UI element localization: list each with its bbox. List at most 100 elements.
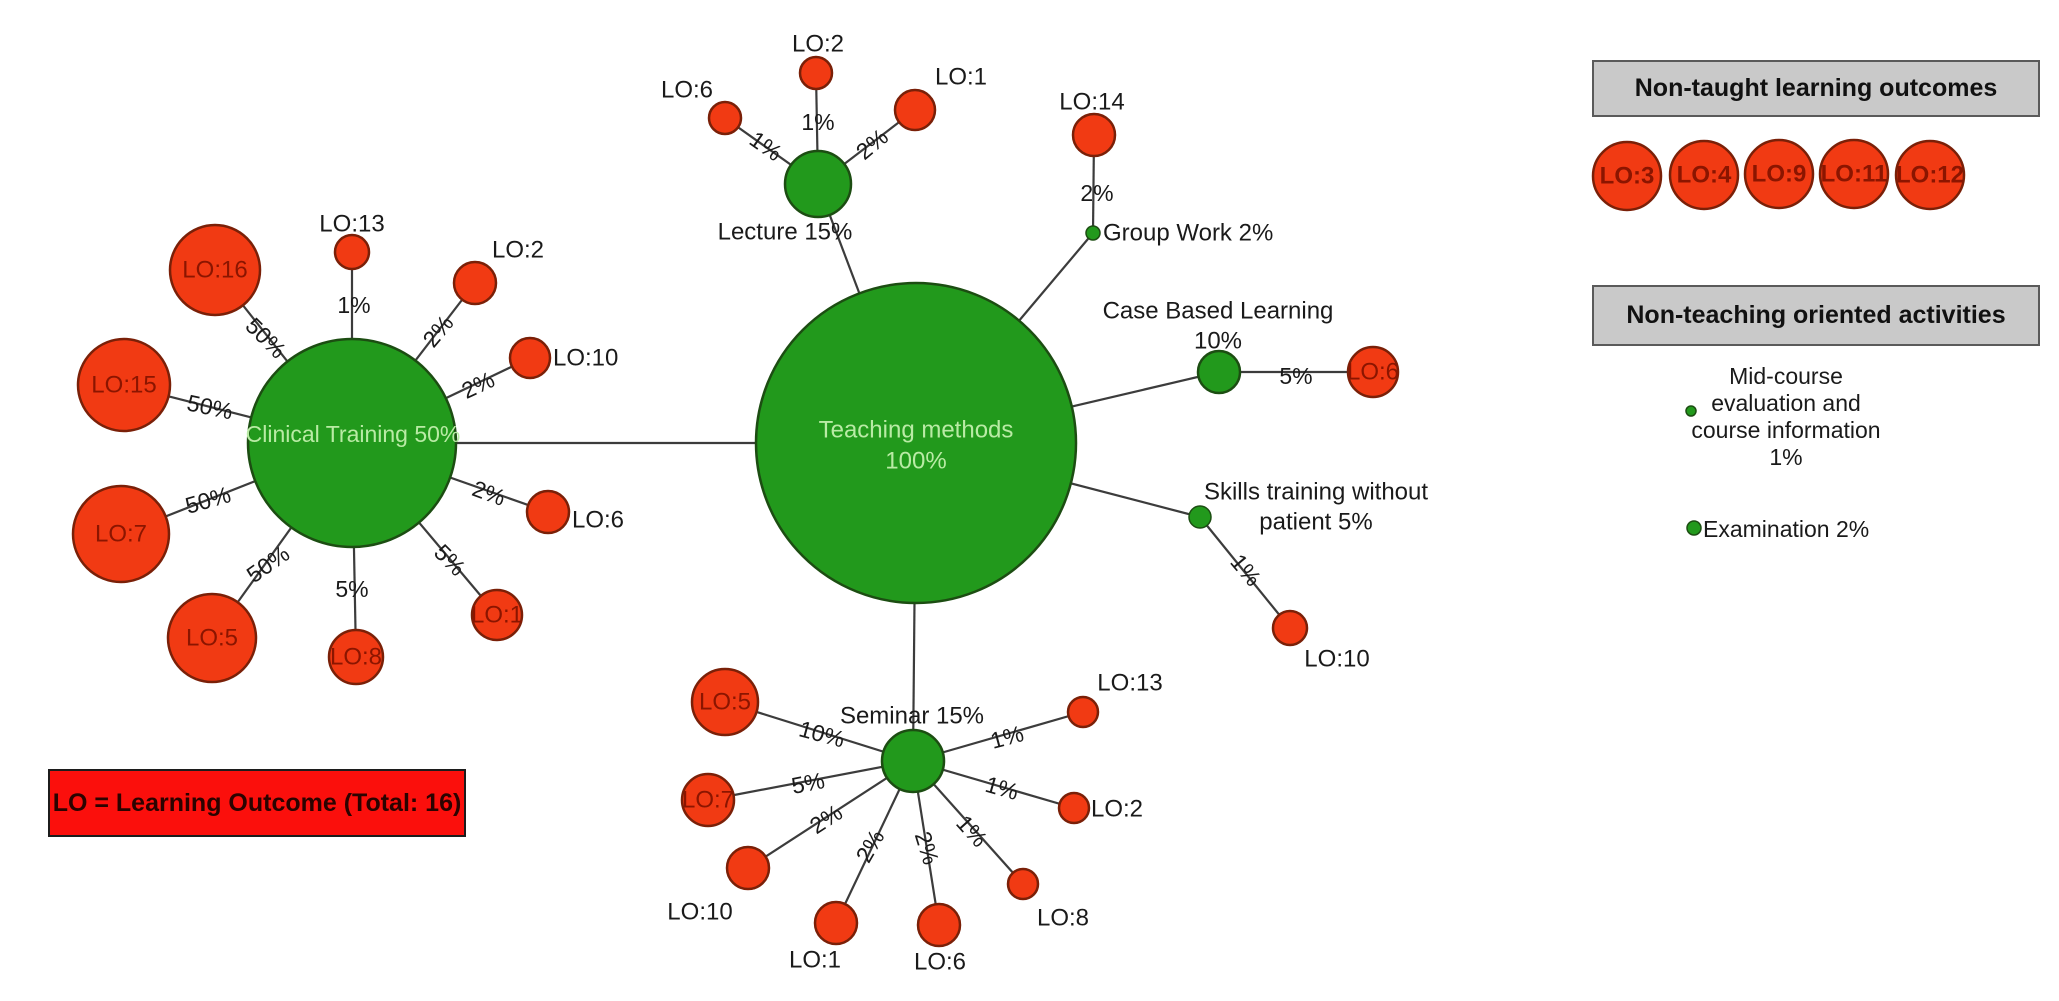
node-nt-lo4 <box>1668 139 1740 211</box>
label-gw-lo14: LO:14 <box>1059 89 1124 116</box>
node-cl-lo7 <box>71 484 171 584</box>
node-cbl-lo6 <box>1346 345 1400 399</box>
node-clinical-training <box>246 337 458 549</box>
label-cl-lo16: LO:16 <box>182 257 247 284</box>
label-sem-lo2: LO:2 <box>1091 796 1143 823</box>
label-sem-lo1: LO:1 <box>789 947 841 974</box>
edge-label-8: 2% <box>417 310 458 352</box>
label-cl-lo2: LO:2 <box>492 237 544 264</box>
node-sem-lo10 <box>725 845 771 891</box>
node-sem-lo6 <box>916 902 962 948</box>
node-nt-lo3 <box>1591 140 1663 212</box>
node-cl-lo15 <box>76 337 172 433</box>
node-seminar <box>880 728 946 794</box>
node-skills-training-dot <box>1188 505 1212 529</box>
node-sem-lo5 <box>690 667 760 737</box>
label-sem-lo5: LO:5 <box>699 689 751 716</box>
node-sem-lo13 <box>1066 695 1100 729</box>
label-nt-lo3: LO:3 <box>1600 163 1655 190</box>
node-cl-lo16 <box>168 223 262 317</box>
node-cl-lo6 <box>525 489 571 535</box>
label-nt-lo4: LO:4 <box>1677 162 1732 189</box>
edge-skills-training-dot-skills-lo10 <box>1199 516 1291 629</box>
label-lec-lo2: LO:2 <box>792 31 844 58</box>
seminar-caption: Seminar 15% <box>840 703 984 730</box>
node-sem-lo2 <box>1057 791 1091 825</box>
cbl-caption-line-2: 10% <box>1194 328 1242 355</box>
node-gw-lo14 <box>1071 112 1117 158</box>
edge-label-18: 2% <box>805 799 847 839</box>
label-sem-lo10: LO:10 <box>667 899 732 926</box>
skills-caption-line-1: Skills training without <box>1204 479 1428 506</box>
teaching-hub-label-line-1: Teaching methods <box>819 417 1014 444</box>
edge-label-10: 2% <box>457 366 498 404</box>
label-cl-lo6: LO:6 <box>572 507 624 534</box>
edge-label-21: 1% <box>951 810 993 852</box>
label-cl-lo5: LO:5 <box>186 625 238 652</box>
node-nt-lo12 <box>1894 139 1966 211</box>
label-cl-lo15: LO:15 <box>91 372 156 399</box>
label-cl-lo8: LO:8 <box>330 644 382 671</box>
non-teaching-activities-header: Non-teaching oriented activities <box>1592 285 2040 346</box>
edge-seminar-sem-lo7 <box>707 759 914 802</box>
node-lec-lo2 <box>798 55 834 91</box>
label-lec-lo6: LO:6 <box>661 77 713 104</box>
label-cl-lo10: LO:10 <box>553 345 618 372</box>
edge-label-17: 5% <box>789 767 827 799</box>
label-cl-lo7: LO:7 <box>95 521 147 548</box>
edge-label-15: 5% <box>429 539 471 581</box>
node-sem-lo8 <box>1006 867 1040 901</box>
edge-seminar-sem-lo10 <box>747 760 914 869</box>
edge-label-22: 1% <box>982 771 1021 805</box>
label-skills-lo10: LO:10 <box>1304 646 1369 673</box>
edge-label-9: 50% <box>185 389 235 424</box>
label-nt-lo9: LO:9 <box>1752 161 1807 188</box>
node-sem-lo1 <box>813 900 859 946</box>
edge-label-12: 2% <box>469 475 509 511</box>
label-nt-lo11: LO:11 <box>1821 161 1888 188</box>
edge-label-23: 1% <box>988 720 1027 754</box>
label-nt-lo12: LO:12 <box>1896 162 1964 189</box>
lecture-caption: Lecture 15% <box>718 219 853 246</box>
node-skills-lo10 <box>1271 609 1309 647</box>
label-sem-lo6: LO:6 <box>914 949 966 976</box>
node-lec-lo6 <box>707 100 743 136</box>
node-nt-lo9 <box>1743 138 1815 210</box>
edge-label-0: 1% <box>745 126 787 166</box>
edge-label-7: 1% <box>337 292 370 318</box>
label-cl-lo1: LO:1 <box>471 602 523 629</box>
non-taught-outcomes-header-label: Non-taught learning outcomes <box>1634 74 1998 102</box>
mid-course-caption-line-1: Mid-course <box>1729 363 1843 389</box>
node-cl-lo13 <box>333 233 371 271</box>
label-cl-lo13: LO:13 <box>319 211 384 238</box>
legend-box: LO = Learning Outcome (Total: 16) <box>48 769 466 837</box>
mid-course-caption-line-3: course information <box>1691 417 1880 443</box>
mid-course-caption-line-2: evaluation and <box>1711 390 1861 416</box>
label-sem-lo8: LO:8 <box>1037 905 1089 932</box>
edge-label-13: 50% <box>242 540 295 588</box>
edge-label-2: 2% <box>851 123 893 164</box>
skills-caption-line-2: patient 5% <box>1259 509 1372 536</box>
label-lec-lo1: LO:1 <box>935 64 987 91</box>
node-case-based-learning <box>1196 349 1242 395</box>
edge-label-4: 5% <box>1279 363 1312 389</box>
edge-label-3: 2% <box>1080 180 1113 206</box>
node-lecture <box>783 149 853 219</box>
node-examination-dot <box>1686 520 1702 536</box>
node-cl-lo10 <box>508 336 552 380</box>
node-lec-lo1 <box>893 88 937 132</box>
teaching-hub-label-line-2: 100% <box>885 448 946 475</box>
label-sem-lo13: LO:13 <box>1097 670 1162 697</box>
non-teaching-activities-header-label: Non-teaching oriented activities <box>1626 301 2006 329</box>
node-mid-course-dot <box>1685 405 1697 417</box>
label-sem-lo7: LO:7 <box>682 787 734 814</box>
node-nt-lo11 <box>1818 138 1890 210</box>
edge-label-1: 1% <box>801 109 834 135</box>
edge-label-20: 2% <box>910 828 945 867</box>
label-cbl-lo6: LO:6 <box>1347 359 1399 386</box>
node-teaching-methods <box>754 281 1078 605</box>
node-cl-lo8 <box>327 628 385 686</box>
node-cl-lo5 <box>166 592 258 684</box>
